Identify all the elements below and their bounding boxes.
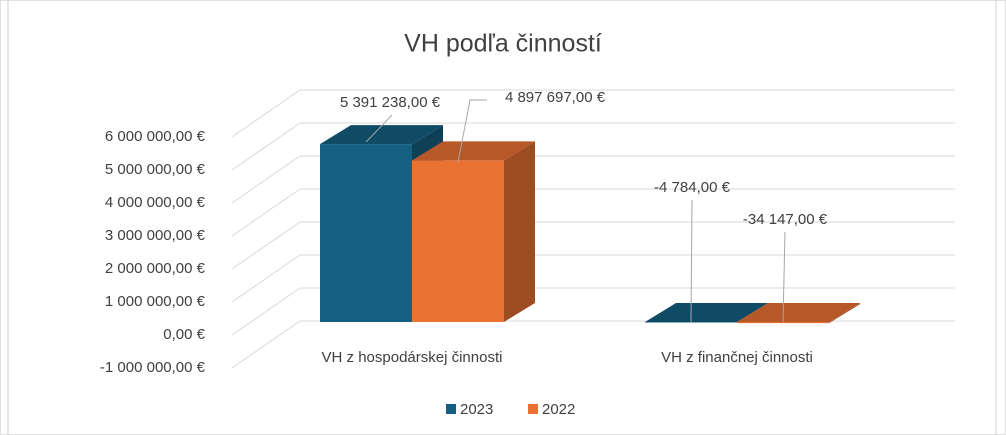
grid-line bbox=[231, 122, 955, 171]
y-tick-label: 6 000 000,00 € bbox=[105, 128, 206, 145]
bar bbox=[412, 160, 504, 322]
y-tick-label: 3 000 000,00 € bbox=[105, 227, 206, 244]
leader-line bbox=[782, 231, 786, 323]
chart-title: VH podľa činností bbox=[404, 30, 602, 58]
bar-side bbox=[504, 141, 535, 322]
grid-line bbox=[231, 287, 955, 336]
legend-swatch bbox=[446, 404, 456, 414]
data-label: -4 784,00 € bbox=[654, 179, 731, 196]
bar-top bbox=[645, 303, 768, 322]
y-tick-label: 2 000 000,00 € bbox=[105, 260, 206, 277]
data-label: -34 147,00 € bbox=[743, 211, 828, 228]
bar-top bbox=[320, 125, 443, 145]
x-tick-label: VH z hospodárskej činnosti bbox=[322, 349, 503, 366]
grid-line bbox=[231, 188, 955, 237]
leader-line bbox=[457, 99, 487, 163]
grid-line bbox=[231, 89, 955, 138]
bar bbox=[737, 322, 829, 324]
legend-label: 2022 bbox=[542, 401, 575, 418]
y-tick-label: 1 000 000,00 € bbox=[105, 293, 206, 310]
leader-line bbox=[690, 199, 693, 323]
bar bbox=[320, 144, 412, 322]
y-tick-label: 0,00 € bbox=[163, 326, 205, 343]
data-label: 4 897 697,00 € bbox=[505, 89, 606, 106]
legend-label: 2023 bbox=[460, 401, 493, 418]
y-tick-label: 5 000 000,00 € bbox=[105, 161, 206, 178]
bar-side bbox=[829, 303, 860, 324]
grid-line bbox=[231, 254, 955, 303]
y-tick-label: -1 000 000,00 € bbox=[100, 359, 206, 376]
y-tick-label: 4 000 000,00 € bbox=[105, 194, 206, 211]
grid-line bbox=[231, 155, 955, 204]
grid-line bbox=[231, 221, 955, 270]
data-label: 5 391 238,00 € bbox=[340, 94, 441, 111]
x-tick-label: VH z finančnej činnosti bbox=[661, 349, 813, 366]
bar bbox=[645, 322, 737, 323]
legend-swatch bbox=[528, 404, 538, 414]
leader-line bbox=[365, 114, 393, 143]
bar-top bbox=[737, 303, 860, 322]
bar-top bbox=[412, 141, 535, 161]
